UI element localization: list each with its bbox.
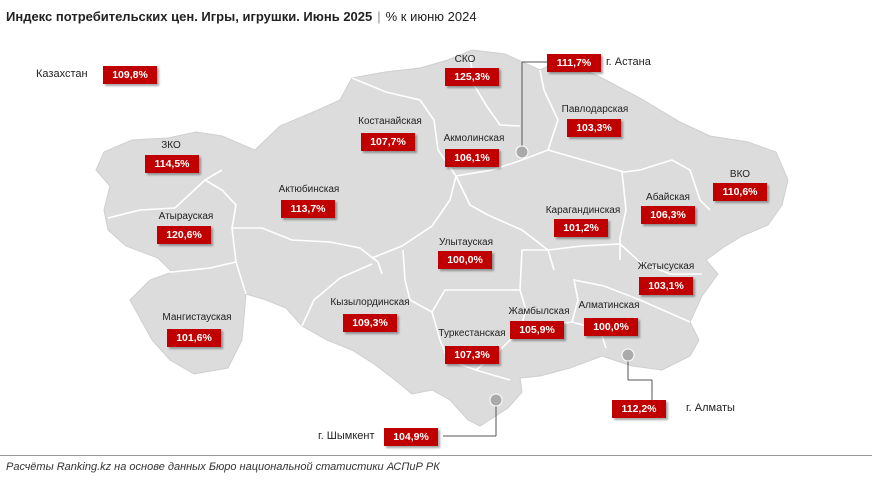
city-label-shymkent: г. Шымкент (318, 430, 375, 442)
almaty-marker (621, 348, 635, 362)
region-value-zko: 114,5% (145, 155, 199, 173)
title-main: Индекс потребительских цен. Игры, игрушк… (6, 9, 373, 24)
region-value-karaganda: 101,2% (554, 219, 608, 237)
shymkent-marker (489, 393, 503, 407)
region-value-aktobe: 113,7% (281, 200, 335, 218)
region-value-kyzylorda: 109,3% (343, 314, 397, 332)
region-label-almaty: Алматинская (578, 300, 640, 311)
region-label-ulytau: Улытауская (438, 237, 494, 248)
region-label-sko: СКО (454, 54, 476, 65)
region-value-vko: 110,6% (713, 183, 767, 201)
region-value-almaty: 100,0% (584, 318, 638, 336)
region-label-atyrau: Атырауская (158, 211, 214, 222)
title-separator: | (377, 9, 381, 24)
region-label-kostanay: Костанайская (358, 116, 422, 127)
region-label-zhambyl: Жамбылская (508, 306, 570, 317)
region-value-abai: 106,3% (641, 206, 695, 224)
city-markers (443, 61, 653, 437)
region-value-turkestan: 107,3% (445, 346, 499, 364)
region-value-ulytau: 100,0% (438, 251, 492, 269)
region-label-akmola: Акмолинская (443, 133, 505, 144)
city-value-almaty: 112,2% (612, 400, 666, 418)
region-label-abai: Абайская (646, 192, 690, 203)
city-label-almaty: г. Алматы (686, 402, 735, 414)
region-label-zko: ЗКО (161, 140, 181, 151)
footer-divider (0, 455, 872, 456)
region-label-aktobe: Актюбинская (278, 184, 340, 195)
region-value-pavlodar: 103,3% (567, 119, 621, 137)
region-label-turkestan: Туркестанская (438, 328, 506, 339)
region-value-atyrau: 120,6% (157, 226, 211, 244)
country-label: Казахстан (36, 68, 88, 80)
region-value-mangystau: 101,6% (167, 329, 221, 347)
region-label-kyzylorda: Кызылординская (330, 297, 410, 308)
region-value-kostanay: 107,7% (361, 133, 415, 151)
chart-title: Индекс потребительских цен. Игры, игрушк… (6, 9, 477, 24)
region-label-mangystau: Мангистауская (162, 312, 232, 323)
astana-marker (515, 145, 529, 159)
region-value-akmola: 106,1% (445, 149, 499, 167)
city-value-shymkent: 104,9% (384, 428, 438, 446)
title-sub: % к июню 2024 (385, 9, 477, 24)
country-value: 109,8% (103, 66, 157, 84)
region-label-vko: ВКО (729, 169, 751, 180)
region-value-zhetysu: 103,1% (639, 277, 693, 295)
region-label-karaganda: Карагандинская (545, 205, 621, 216)
region-label-zhetysu: Жетысуская (637, 261, 695, 272)
city-label-astana: г. Астана (606, 56, 651, 68)
region-value-zhambyl: 105,9% (510, 321, 564, 339)
source-footer: Расчёты Ranking.kz на основе данных Бюро… (6, 461, 440, 473)
region-value-sko: 125,3% (445, 68, 499, 86)
region-label-pavlodar: Павлодарская (561, 104, 629, 115)
city-value-astana: 111,7% (547, 54, 601, 72)
